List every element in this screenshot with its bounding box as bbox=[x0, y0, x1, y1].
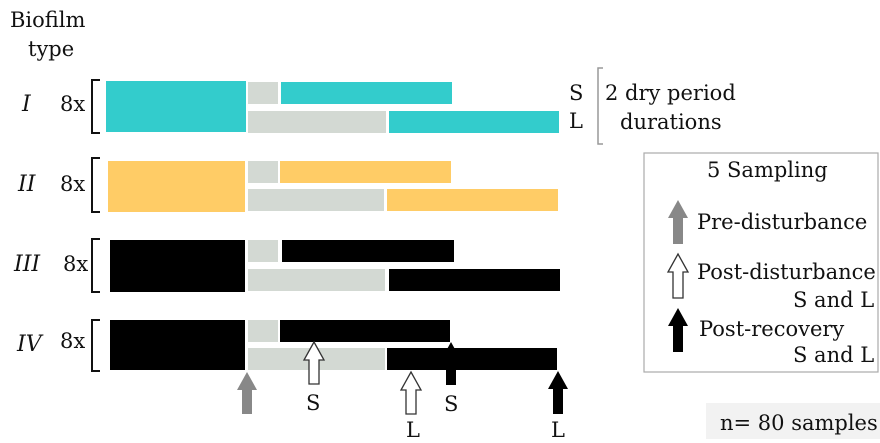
durations-text-line2: durations bbox=[620, 110, 722, 134]
post-disturbance-label-line1: Post-disturbance bbox=[697, 260, 876, 284]
recovery-long-bar bbox=[389, 111, 559, 133]
duration-short-label: S bbox=[569, 81, 583, 105]
dry-long-bar bbox=[248, 189, 384, 211]
pre-phase-bar bbox=[110, 320, 245, 370]
recovery-short-bar bbox=[280, 320, 450, 342]
recovery-short-bar bbox=[281, 82, 452, 104]
dry-long-bar bbox=[248, 111, 386, 133]
replicates-label: 8x bbox=[63, 252, 88, 276]
row-type-II: II 8x bbox=[17, 157, 558, 213]
row-bracket bbox=[91, 238, 100, 293]
samples-note-box bbox=[706, 403, 880, 439]
durations-text-line1: 2 dry period bbox=[605, 81, 736, 105]
recovery-long-bar bbox=[389, 269, 560, 291]
replicates-label: 8x bbox=[60, 329, 85, 353]
sampling-title: 5 Sampling bbox=[707, 158, 828, 182]
post-disturbance-arrow-icon bbox=[666, 252, 690, 299]
post-recovery-arrow-icon bbox=[668, 308, 688, 352]
pre-phase-bar bbox=[108, 161, 245, 212]
dry-short-bar bbox=[248, 82, 278, 104]
sampling-legend: 5 Sampling Pre-disturbance Post-disturba… bbox=[643, 152, 879, 373]
dry-short-bar bbox=[248, 320, 278, 342]
arrow-label-s2: S bbox=[444, 392, 458, 416]
pre-disturbance-sampling-arrow-icon bbox=[237, 372, 257, 414]
pre-phase-bar bbox=[106, 81, 246, 132]
post-disturbance-long-arrow-icon bbox=[399, 370, 423, 415]
row-bracket bbox=[91, 157, 100, 213]
row-type-label: III bbox=[13, 252, 41, 277]
row-type-III: III 8x bbox=[13, 238, 560, 293]
row-type-label: II bbox=[17, 172, 37, 197]
samples-note: n= 80 samples bbox=[720, 411, 878, 435]
recovery-long-bar bbox=[387, 348, 557, 370]
arrow-label-s1: S bbox=[306, 391, 320, 415]
durations-bracket bbox=[597, 67, 603, 145]
dry-short-bar bbox=[248, 240, 278, 262]
row-bracket bbox=[91, 79, 100, 134]
header-biofilm: Biofilm bbox=[10, 8, 86, 32]
row-type-label: IV bbox=[16, 332, 44, 357]
header-type: type bbox=[28, 37, 74, 61]
dry-long-bar bbox=[248, 269, 385, 291]
post-disturbance-label-line2: S and L bbox=[793, 288, 874, 312]
pre-disturbance-label: Pre-disturbance bbox=[697, 210, 867, 234]
post-recovery-label-line1: Post-recovery bbox=[699, 317, 844, 341]
arrow-label-l2: L bbox=[551, 418, 565, 439]
pre-disturbance-arrow-icon bbox=[668, 200, 688, 244]
recovery-short-bar bbox=[280, 161, 451, 183]
pre-phase-bar bbox=[110, 240, 245, 292]
row-type-label: I bbox=[21, 92, 32, 117]
arrow-label-l1: L bbox=[406, 418, 420, 439]
replicates-label: 8x bbox=[60, 172, 85, 196]
post-recovery-label-line2: S and L bbox=[793, 343, 874, 367]
row-type-IV: IV 8x bbox=[16, 319, 557, 372]
post-recovery-long-arrow-icon bbox=[548, 371, 568, 414]
post-recovery-short-arrow-icon bbox=[441, 342, 461, 385]
post-disturbance-short-arrow-icon bbox=[302, 340, 326, 385]
recovery-short-bar bbox=[282, 240, 454, 262]
dry-short-bar bbox=[248, 161, 278, 183]
duration-long-label: L bbox=[569, 109, 583, 133]
replicates-label: 8x bbox=[60, 92, 85, 116]
row-bracket bbox=[91, 319, 100, 372]
row-type-I: I 8x bbox=[21, 79, 559, 134]
recovery-long-bar bbox=[387, 189, 558, 211]
